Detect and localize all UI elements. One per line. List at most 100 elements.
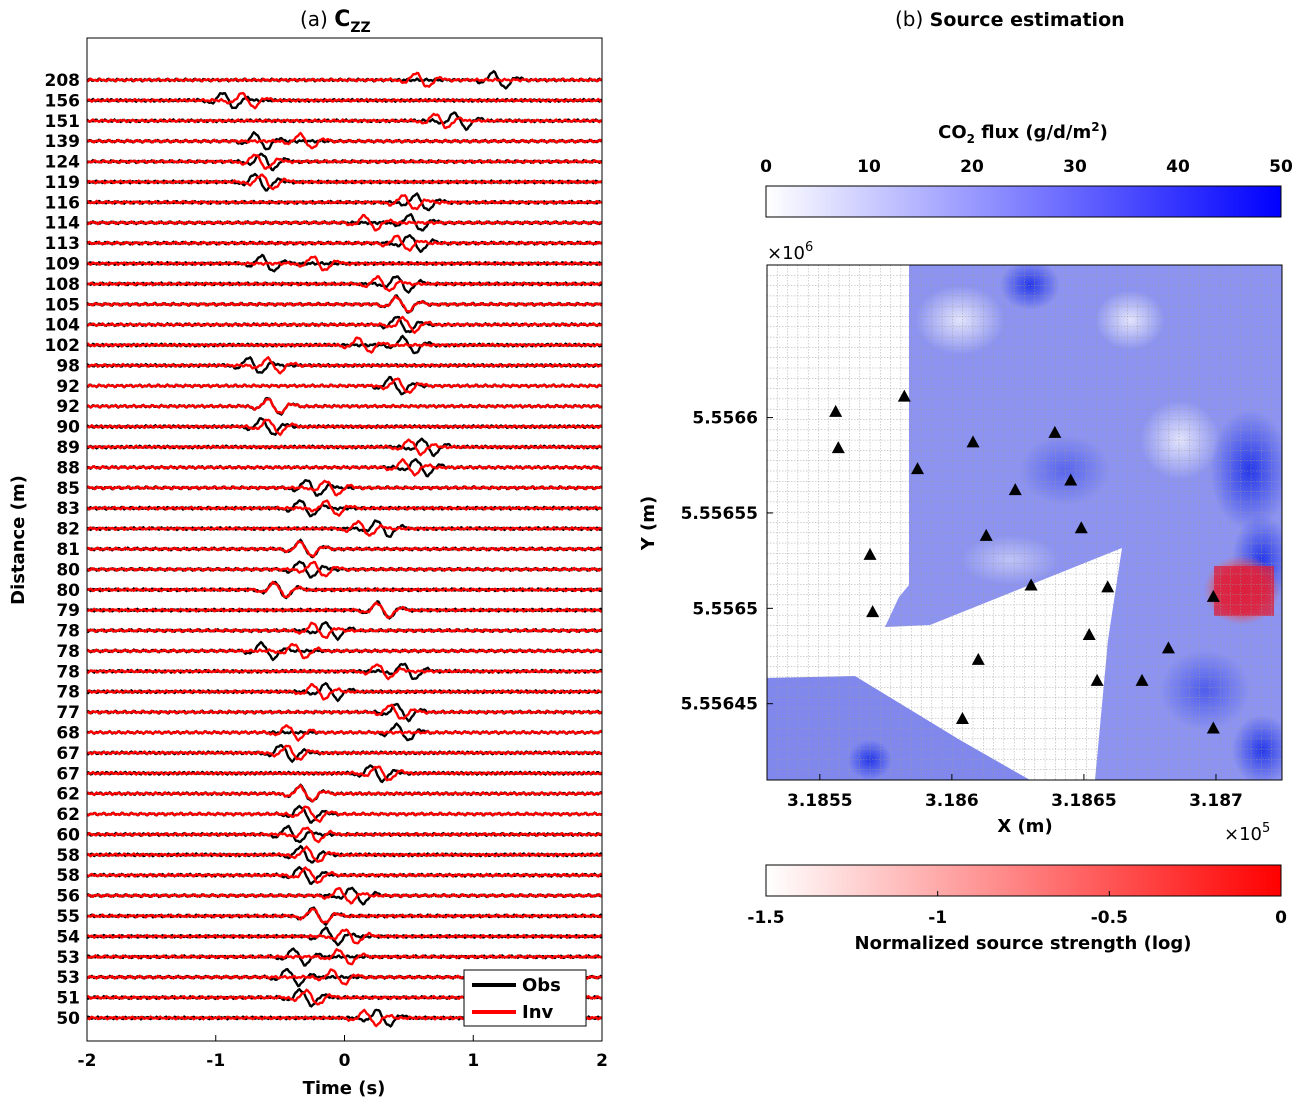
source-colorbar-label: Normalized source strength (log): [855, 933, 1192, 954]
map-y-ticks: 5.55645 5.5565 5.55655 5.5566: [681, 409, 773, 715]
trace-26: [87, 599, 602, 620]
station-triangle: [1074, 521, 1088, 534]
map-x-tick-label: 3.1865: [1051, 791, 1117, 811]
trace-27: [87, 620, 602, 642]
map-x-tick-label: 3.1855: [787, 791, 853, 811]
trace-13: [87, 334, 602, 355]
source-tick-label: -1.5: [747, 908, 784, 928]
distance-tick-label: 124: [45, 153, 81, 173]
inv-trace: [87, 255, 602, 272]
source-estimate-core: [1214, 566, 1274, 616]
source-colorbar-ticks: -1.5 -1 -0.5 0: [747, 891, 1287, 928]
station-triangle: [1008, 483, 1022, 496]
flux-tick-label: 30: [1063, 157, 1087, 177]
flux-tick-label: 20: [960, 157, 984, 177]
map-frame: [766, 264, 1283, 781]
inv-trace: [87, 499, 602, 518]
time-tick-label: 2: [596, 1051, 608, 1071]
trace-11: [87, 294, 602, 314]
inv-trace: [87, 194, 602, 211]
distance-tick-label: 105: [45, 295, 81, 315]
trace-4: [87, 152, 602, 172]
distance-tick-label: 79: [56, 601, 80, 621]
source-tick-label: -0.5: [1091, 908, 1128, 928]
trace-39: [87, 865, 602, 886]
flux-spot: [1232, 715, 1282, 780]
inv-trace: [87, 784, 602, 803]
station-triangle: [831, 441, 845, 454]
trace-12: [87, 315, 602, 335]
inv-trace: [87, 866, 602, 885]
panel-a-frame: [86, 37, 603, 1042]
trace-31: [87, 702, 602, 723]
station-triangle: [829, 404, 843, 417]
distance-tick-label: 54: [56, 927, 80, 947]
flux-spot: [1210, 410, 1282, 530]
inv-trace: [87, 886, 602, 905]
time-tick-label: -1: [206, 1051, 225, 1071]
map-y-tick-label: 5.55645: [681, 695, 758, 715]
inv-trace: [87, 275, 602, 293]
flux-colorbar: [765, 185, 1282, 218]
flux-spot: [1000, 265, 1060, 310]
y-exponent-label: ×106: [767, 240, 813, 264]
map-x-tick-label: 3.187: [1189, 791, 1243, 811]
trace-34: [87, 764, 602, 784]
trace-42: [87, 926, 602, 947]
trace-32: [87, 722, 602, 743]
distance-tick-label: 78: [56, 642, 80, 662]
flux-tick-label: 10: [857, 157, 881, 177]
map-grid: [767, 265, 1282, 780]
distance-tick-label: 50: [56, 1009, 80, 1029]
distance-tick-label: 89: [56, 438, 80, 458]
source-tick-label: -1: [928, 908, 947, 928]
inv-trace: [87, 457, 602, 477]
source-tick-label: 0: [1275, 908, 1287, 928]
station-triangle: [1206, 721, 1220, 734]
flux-light-spot: [1140, 400, 1220, 480]
distance-tick-label: 90: [56, 418, 80, 438]
inv-trace: [87, 621, 602, 639]
distance-tick-label: 156: [45, 91, 81, 111]
trace-29: [87, 662, 602, 681]
flux-field-southwest: [767, 676, 1030, 780]
map-x-tick-label: 3.186: [925, 791, 979, 811]
distance-tick-label: 56: [56, 887, 80, 907]
trace-43: [87, 947, 602, 967]
distance-tick-label: 116: [45, 193, 81, 213]
distance-tick-label: 98: [56, 356, 80, 376]
map-y-axis-label: Y (m): [638, 496, 659, 552]
distance-tick-label: 53: [56, 968, 80, 988]
legend-inv-label: Inv: [522, 1002, 554, 1023]
map-y-tick-label: 5.5566: [692, 409, 758, 429]
flux-tick-label: 40: [1166, 157, 1190, 177]
station-triangle: [1048, 425, 1062, 438]
flux-tick-label: 50: [1269, 157, 1293, 177]
inv-trace: [87, 355, 602, 375]
inv-trace: [87, 336, 602, 354]
station-triangle: [979, 528, 993, 541]
distance-tick-label: 151: [45, 112, 81, 132]
time-axis-ticks: -2 -1 0 1 2: [78, 1035, 608, 1071]
legend-box: [463, 969, 587, 1027]
distance-tick-labels: 2081561511391241191161141131091081051041…: [45, 71, 81, 1029]
time-tick-label: -2: [78, 1051, 97, 1071]
legend: Obs Inv: [463, 969, 587, 1027]
trace-6: [87, 192, 602, 212]
station-triangle: [971, 652, 985, 665]
inv-trace: [87, 560, 602, 578]
inv-trace: [87, 418, 602, 437]
map-area: [767, 265, 1282, 780]
flux-light-spot: [915, 285, 1005, 355]
inv-trace: [87, 642, 602, 660]
inv-trace: [87, 397, 602, 415]
distance-tick-label: 83: [56, 499, 80, 519]
trace-19: [87, 457, 602, 478]
station-triangle: [863, 547, 877, 560]
inv-trace: [87, 213, 602, 232]
panel-a: (a) CZZ 20815615113912411911611411310910…: [8, 7, 608, 1099]
inv-trace: [87, 928, 602, 945]
x-exponent-label: ×105: [1224, 821, 1270, 845]
distance-tick-label: 62: [56, 785, 80, 805]
inv-trace: [87, 703, 602, 720]
